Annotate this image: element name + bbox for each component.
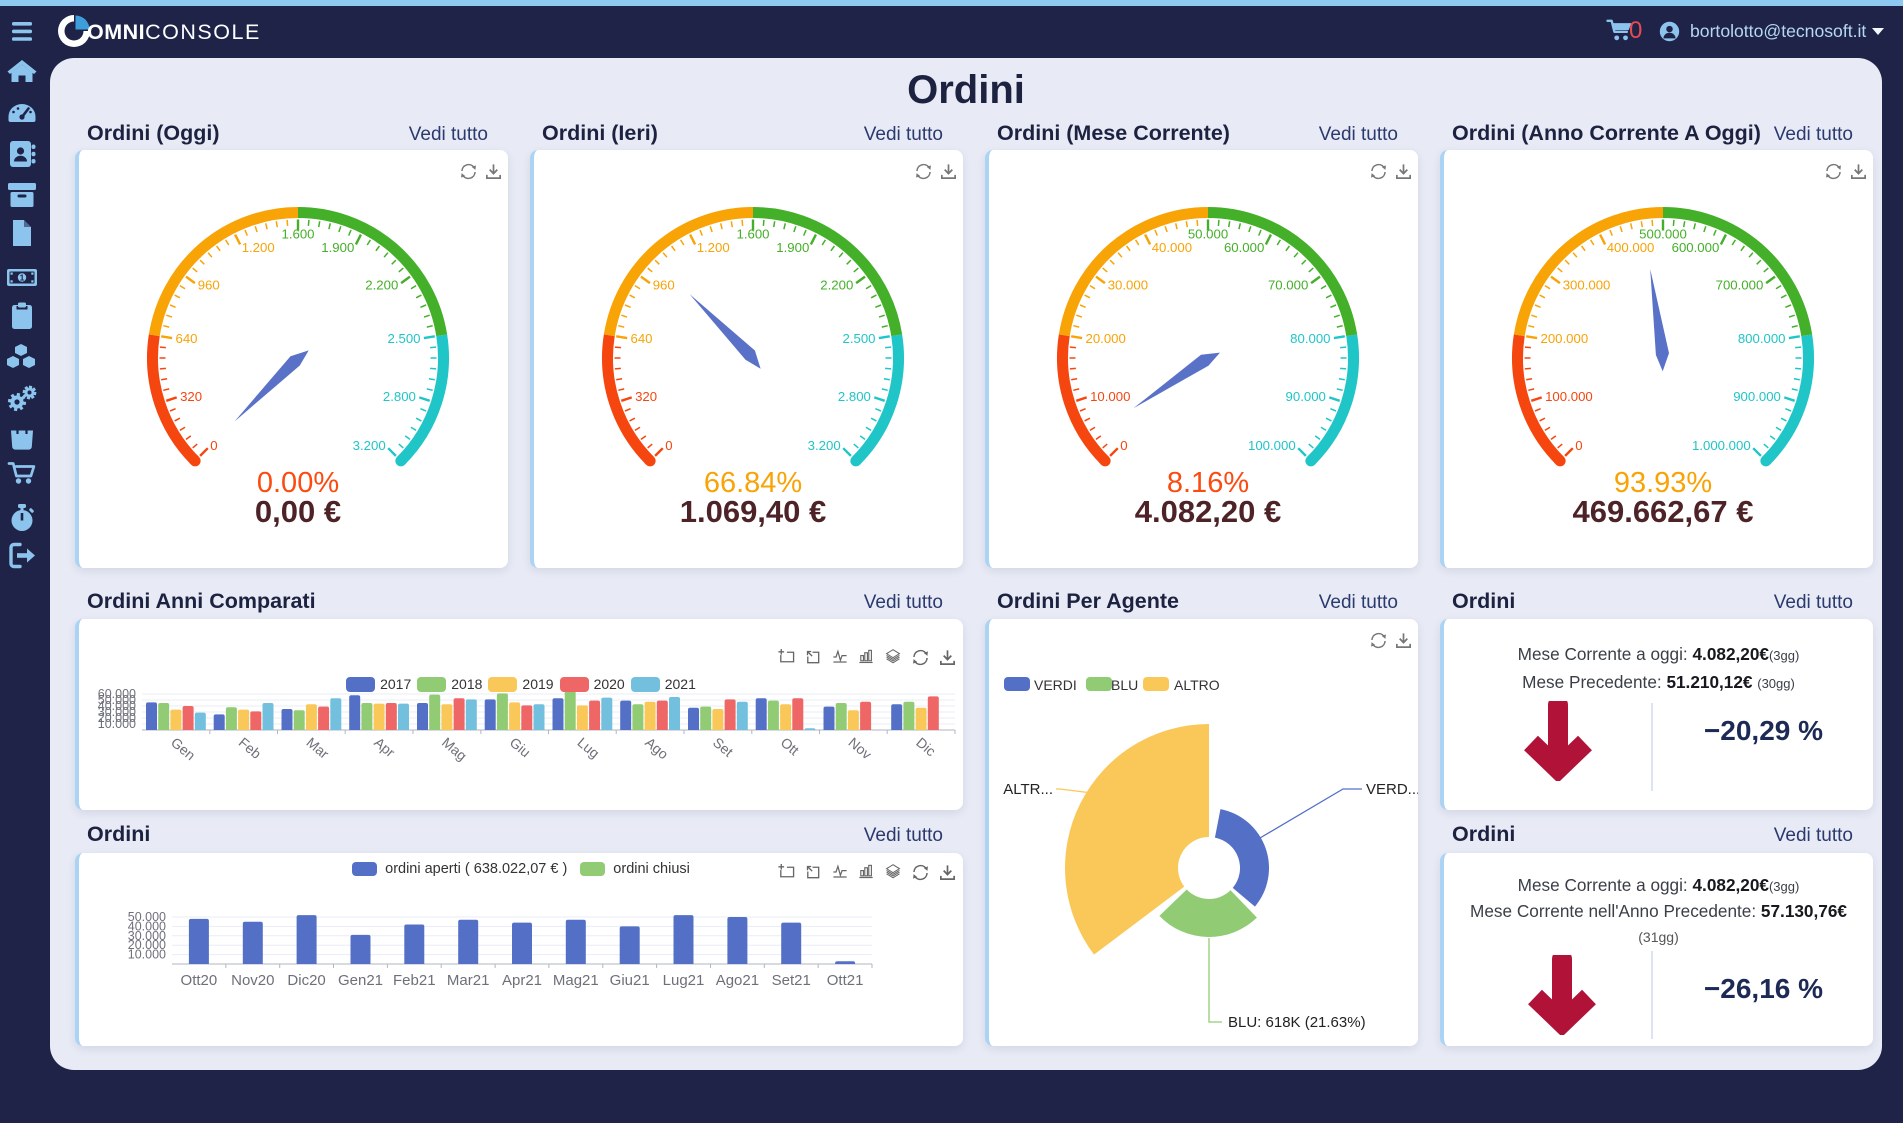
- svg-text:20.000: 20.000: [1086, 331, 1126, 346]
- svg-text:40.000: 40.000: [1152, 240, 1192, 255]
- svg-text:300.000: 300.000: [1563, 278, 1611, 293]
- svg-text:Giu: Giu: [507, 734, 534, 760]
- svg-text:Mag21: Mag21: [553, 972, 599, 989]
- svg-text:100.000: 100.000: [1248, 438, 1296, 453]
- svg-text:70.000: 70.000: [1268, 278, 1308, 293]
- svg-text:2.800: 2.800: [838, 389, 871, 404]
- svg-text:Gen: Gen: [168, 734, 199, 763]
- svg-text:960: 960: [653, 278, 675, 293]
- svg-text:469.662,67 €: 469.662,67 €: [1572, 494, 1753, 529]
- svg-text:Set21: Set21: [772, 972, 811, 989]
- svg-text:3.200: 3.200: [353, 438, 386, 453]
- svg-text:30.000: 30.000: [128, 929, 166, 943]
- svg-text:0: 0: [665, 438, 672, 453]
- svg-text:66.84%: 66.84%: [704, 467, 802, 499]
- svg-text:600.000: 600.000: [1672, 240, 1720, 255]
- svg-text:200.000: 200.000: [1541, 331, 1589, 346]
- svg-text:0.00%: 0.00%: [257, 467, 339, 499]
- svg-text:10.000: 10.000: [1090, 389, 1130, 404]
- svg-text:Apr: Apr: [371, 734, 398, 760]
- svg-text:Dic: Dic: [913, 734, 939, 759]
- svg-text:400.000: 400.000: [1607, 240, 1655, 255]
- svg-text:Ott20: Ott20: [181, 972, 218, 989]
- svg-text:Nov20: Nov20: [231, 972, 274, 989]
- svg-text:2.200: 2.200: [820, 278, 853, 293]
- svg-text:Feb21: Feb21: [393, 972, 436, 989]
- svg-text:Ago21: Ago21: [716, 972, 759, 989]
- svg-text:Nov: Nov: [845, 734, 874, 762]
- svg-text:0: 0: [1120, 438, 1127, 453]
- svg-text:640: 640: [631, 331, 653, 346]
- svg-text:640: 640: [176, 331, 198, 346]
- svg-text:ALTR...: ALTR...: [1003, 781, 1053, 798]
- svg-text:90.000: 90.000: [1286, 389, 1326, 404]
- svg-text:100.000: 100.000: [1545, 389, 1593, 404]
- svg-text:Mar: Mar: [303, 734, 332, 762]
- svg-text:40.000: 40.000: [128, 919, 166, 933]
- svg-text:Gen21: Gen21: [338, 972, 383, 989]
- svg-text:30.000: 30.000: [1108, 278, 1148, 293]
- svg-text:900.000: 900.000: [1733, 389, 1781, 404]
- svg-text:2.500: 2.500: [842, 331, 875, 346]
- svg-text:10.000: 10.000: [128, 948, 166, 962]
- svg-text:Ago: Ago: [642, 734, 672, 762]
- svg-text:320: 320: [180, 389, 202, 404]
- svg-text:2.500: 2.500: [387, 331, 420, 346]
- svg-text:50.000: 50.000: [98, 693, 136, 707]
- svg-text:60.000: 60.000: [1224, 240, 1264, 255]
- svg-text:Ott21: Ott21: [827, 972, 864, 989]
- svg-text:10.000: 10.000: [98, 717, 136, 731]
- svg-text:4.082,20 €: 4.082,20 €: [1135, 494, 1282, 529]
- svg-text:Lug21: Lug21: [663, 972, 705, 989]
- svg-text:Apr21: Apr21: [502, 972, 542, 989]
- svg-text:2.800: 2.800: [383, 389, 416, 404]
- svg-text:1.069,40 €: 1.069,40 €: [680, 494, 827, 529]
- svg-text:50.000: 50.000: [1188, 227, 1228, 242]
- svg-text:40.000: 40.000: [98, 699, 136, 713]
- svg-text:1.200: 1.200: [242, 240, 275, 255]
- svg-text:1.900: 1.900: [776, 240, 809, 255]
- svg-text:Ott: Ott: [778, 734, 803, 758]
- svg-text:Giu21: Giu21: [610, 972, 650, 989]
- svg-text:1.900: 1.900: [321, 240, 354, 255]
- svg-text:960: 960: [198, 278, 220, 293]
- svg-text:20.000: 20.000: [128, 938, 166, 952]
- svg-text:2.200: 2.200: [365, 278, 398, 293]
- svg-text:700.000: 700.000: [1716, 278, 1764, 293]
- svg-text:50.000: 50.000: [128, 910, 166, 924]
- svg-text:1: 1: [20, 273, 25, 283]
- svg-text:30.000: 30.000: [98, 705, 136, 719]
- svg-text:0: 0: [210, 438, 217, 453]
- svg-text:500.000: 500.000: [1639, 227, 1687, 242]
- svg-text:93.93%: 93.93%: [1614, 467, 1712, 499]
- svg-text:Lug: Lug: [574, 734, 602, 761]
- svg-text:1.200: 1.200: [697, 240, 730, 255]
- svg-text:Mar21: Mar21: [447, 972, 490, 989]
- svg-text:800.000: 800.000: [1738, 331, 1786, 346]
- svg-text:80.000: 80.000: [1290, 331, 1330, 346]
- svg-text:0,00 €: 0,00 €: [255, 494, 341, 529]
- svg-text:8.16%: 8.16%: [1167, 467, 1249, 499]
- svg-text:Set: Set: [710, 734, 736, 760]
- svg-text:1.600: 1.600: [736, 227, 769, 242]
- svg-text:1.600: 1.600: [281, 227, 314, 242]
- svg-text:320: 320: [635, 389, 657, 404]
- svg-text:3.200: 3.200: [808, 438, 841, 453]
- svg-text:1.000.000: 1.000.000: [1692, 438, 1751, 453]
- svg-text:20.000: 20.000: [98, 711, 136, 725]
- svg-text:60.000: 60.000: [98, 687, 136, 701]
- svg-text:0: 0: [1575, 438, 1582, 453]
- svg-text:Feb: Feb: [236, 734, 265, 762]
- svg-text:Mag: Mag: [439, 734, 470, 764]
- svg-text:BLU: 618K (21.63%): BLU: 618K (21.63%): [1228, 1014, 1366, 1031]
- svg-text:Dic20: Dic20: [287, 972, 325, 989]
- svg-text:VERD...: VERD...: [1366, 781, 1418, 798]
